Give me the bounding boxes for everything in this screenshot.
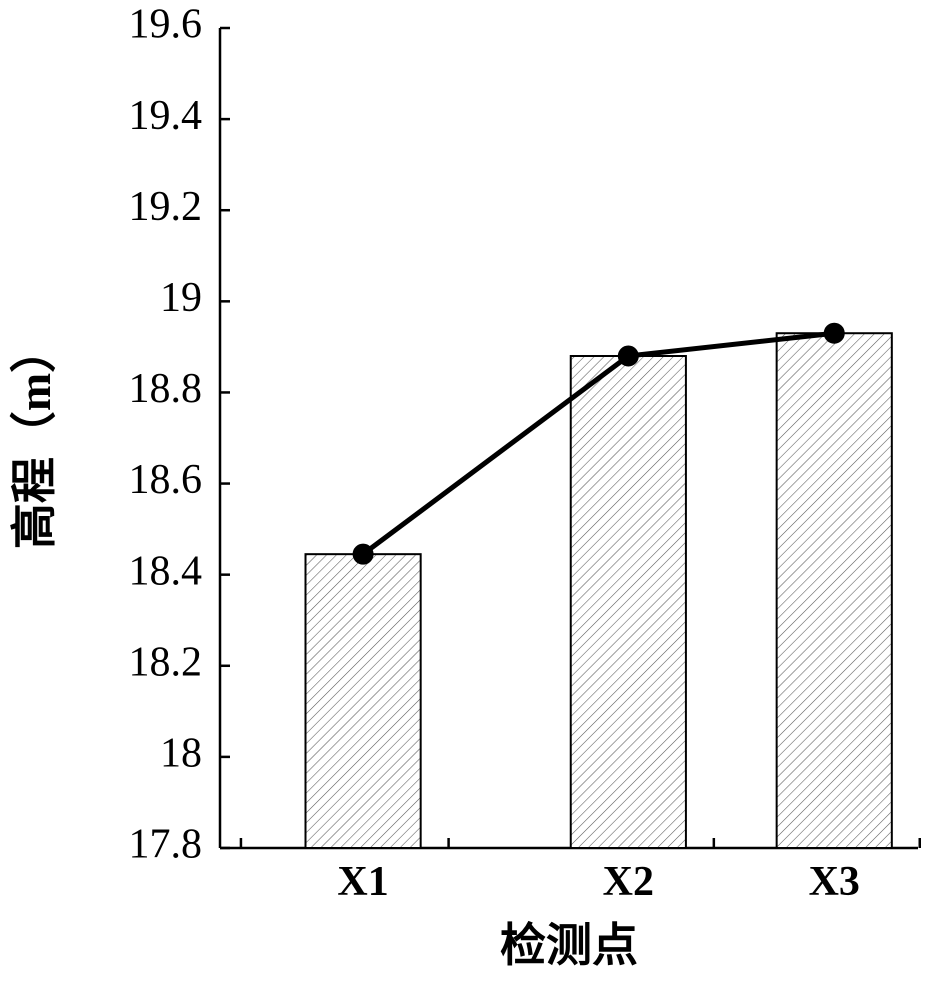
y-tick-label: 18 [160,731,202,777]
bar [777,333,892,848]
elevation-chart: 17.8 18 18.2 18.4 18.6 18.8 19 19.2 19.4 19.6 高程（m… [0,0,944,1000]
y-tick-label: 19.4 [129,93,203,139]
y-tick-label: 19.2 [129,184,203,230]
y-tick-label: 19 [160,275,202,321]
y-tick-label: 17.8 [129,822,203,868]
line-marker [353,544,373,564]
bar [306,554,421,848]
y-tick-label: 18.2 [129,639,203,685]
y-tick-label: 18.8 [129,366,203,412]
y-tick-label: 19.6 [129,2,203,48]
line-marker [618,346,638,366]
y-tick-label: 18.6 [129,457,203,503]
x-tick-label: X1 [337,859,388,905]
bar [571,356,686,848]
line-marker [824,323,844,343]
x-axis-title: 检测点 [500,920,638,971]
y-tick-label: 18.4 [129,548,203,594]
x-tick-label: X3 [809,859,860,905]
y-axis-title: 高程（m） [9,327,60,549]
chart-svg: 17.8 18 18.2 18.4 18.6 18.8 19 19.2 19.4 19.6 高程（m… [0,0,944,1000]
x-tick-label: X2 [603,859,654,905]
